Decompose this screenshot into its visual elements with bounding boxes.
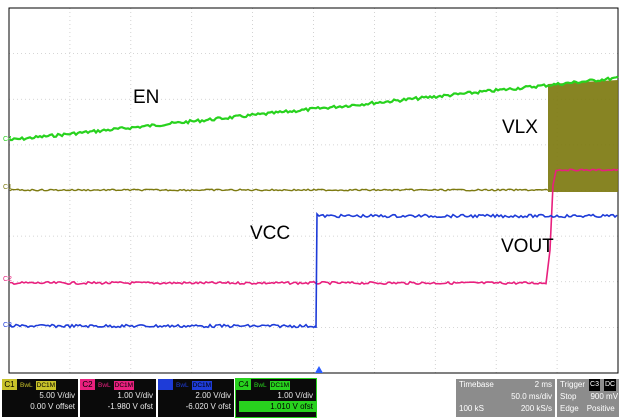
channel-panel-c4[interactable]: C4 BwL DC1M 1.00 V/div 1.010 V ofst [235, 378, 317, 418]
label-vlx: VLX [502, 117, 538, 138]
label-vcc: VCC [250, 223, 291, 244]
c1-bwl: BwL [20, 381, 33, 389]
c1-coupling: DC1M [35, 380, 57, 390]
c2-scale: 1.00 V/div [117, 391, 153, 400]
c1-level-marker[interactable]: C1 [3, 184, 12, 191]
c4-coupling: DC1M [269, 380, 291, 390]
status-bar: C1 BwL DC1M 5.00 V/div 0.00 V offset C2 … [0, 377, 619, 419]
label-en: EN [133, 87, 160, 108]
c2-trace-vout [9, 168, 619, 286]
trigger-level: 900 mV [590, 392, 619, 401]
trigger-position-marker[interactable] [315, 366, 323, 373]
c2-badge: C2 [80, 379, 95, 390]
c2-level-marker[interactable]: C2 [3, 276, 12, 283]
channel-panel-c3[interactable]: BwL DC1M 2.00 V/div -6.020 V ofst [158, 379, 234, 417]
c1-scale: 5.00 V/div [39, 391, 75, 400]
c2-coupling: DC1M [113, 380, 135, 390]
c1-badge: C1 [2, 379, 17, 390]
trigger-channel: C3 [589, 379, 600, 391]
trigger-coupling: DC [604, 379, 617, 391]
timebase-samples: 100 kS [459, 404, 484, 413]
trigger-type: Edge [560, 404, 579, 413]
c4-scale: 1.00 V/div [277, 391, 313, 400]
c3-level-marker[interactable]: C3 [3, 322, 12, 329]
c3-badge [158, 379, 173, 390]
c3-coupling: DC1M [191, 380, 213, 390]
c3-bwl: BwL [176, 381, 189, 389]
c4-bwl: BwL [254, 381, 267, 389]
c4-badge: C4 [236, 379, 251, 390]
trigger-slope: Positive [586, 404, 615, 413]
c3-offset: -6.020 V ofst [185, 402, 231, 411]
timebase-label: Timebase [459, 380, 494, 389]
timebase-delay: 2 ms [534, 380, 552, 389]
c1-offset: 0.00 V offset [30, 402, 75, 411]
scope-display [8, 7, 619, 374]
trigger-label: Trigger [560, 380, 586, 389]
trigger-mode: Stop [560, 392, 577, 401]
c1-switching-burst [548, 80, 618, 192]
c2-offset: -1.980 V ofst [107, 402, 153, 411]
timebase-rate: 200 kS/s [520, 404, 552, 413]
timebase-panel[interactable]: Timebase 2 ms 50.0 ms/div 100 kS 200 kS/… [456, 379, 555, 417]
trigger-panel[interactable]: Trigger C3 DC Stop 900 mV Edge Positive [557, 379, 619, 417]
timebase-scale: 50.0 ms/div [511, 392, 552, 401]
c4-level-marker[interactable]: C4 [3, 136, 12, 143]
c3-trace-vcc [9, 212, 618, 329]
channel-panel-c2[interactable]: C2 BwL DC1M 1.00 V/div -1.980 V ofst [80, 379, 156, 417]
c4-trace-en [9, 75, 619, 142]
label-vout: VOUT [501, 236, 554, 257]
c1-trace-vlx [9, 188, 549, 192]
c4-offset: 1.010 V ofst [239, 401, 316, 412]
channel-panel-c1[interactable]: C1 BwL DC1M 5.00 V/div 0.00 V offset [2, 379, 78, 417]
c3-scale: 2.00 V/div [195, 391, 231, 400]
c2-bwl: BwL [98, 381, 111, 389]
